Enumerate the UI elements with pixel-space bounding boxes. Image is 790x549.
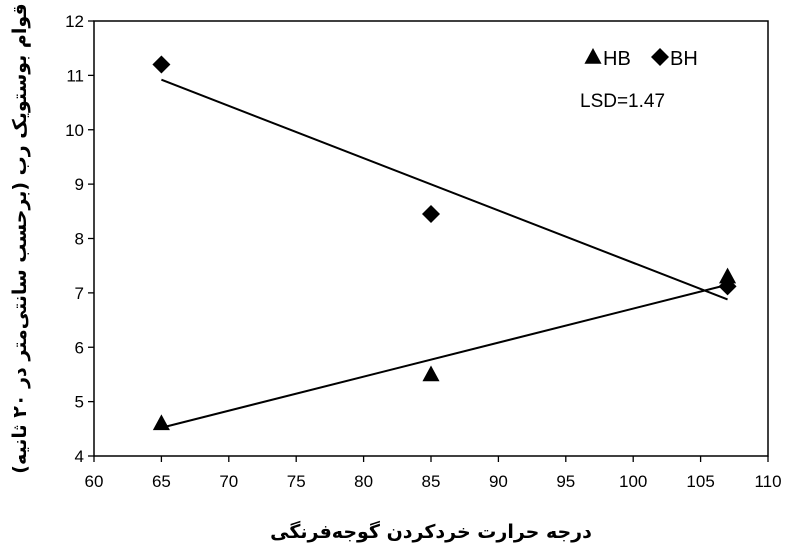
plot-area-frame bbox=[93, 20, 769, 457]
x-tick-label: 80 bbox=[354, 472, 373, 491]
trendlines bbox=[161, 78, 728, 429]
x-tick-label: 70 bbox=[219, 472, 238, 491]
x-axis-ticks: 60 65 70 75 80 85 90 95 100 105 110 bbox=[85, 456, 782, 491]
x-tick-label: 105 bbox=[686, 472, 714, 491]
lsd-annotation: LSD=1.47 bbox=[580, 91, 665, 112]
y-axis-title: قوام بوستویک رب (برحسب سانتی‌متر در ۲۰ ث… bbox=[9, 3, 31, 473]
y-axis-ticks: 4 5 6 7 8 9 10 11 12 bbox=[65, 12, 94, 466]
x-tick-label: 95 bbox=[556, 472, 575, 491]
y-tick-label: 4 bbox=[75, 447, 84, 466]
x-tick-label: 75 bbox=[287, 472, 306, 491]
x-tick-label: 90 bbox=[489, 472, 508, 491]
y-tick-label: 7 bbox=[75, 284, 84, 303]
data-markers bbox=[152, 55, 737, 431]
point-bh-107 bbox=[718, 277, 737, 296]
legend-label-hb: HB bbox=[603, 48, 631, 70]
y-tick-label: 10 bbox=[65, 121, 84, 140]
x-axis-title: درجه حرارت خردکردن گوجه‌فرنگی bbox=[270, 520, 592, 543]
point-hb-65 bbox=[152, 414, 170, 431]
y-tick-label: 5 bbox=[75, 393, 84, 412]
point-bh-85 bbox=[422, 205, 440, 224]
x-tick-label: 85 bbox=[422, 472, 441, 491]
trendline-bh bbox=[161, 78, 728, 301]
x-tick-label: 110 bbox=[754, 472, 781, 491]
legend-label-bh: BH bbox=[670, 48, 698, 70]
trendline-hb bbox=[161, 283, 728, 429]
y-tick-label: 12 bbox=[65, 12, 84, 31]
legend-marker-bh bbox=[651, 48, 669, 66]
x-tick-label: 100 bbox=[619, 472, 647, 491]
y-tick-label: 9 bbox=[75, 175, 84, 194]
x-tick-label: 65 bbox=[152, 472, 171, 491]
y-tick-label: 11 bbox=[66, 66, 84, 85]
point-bh-65 bbox=[152, 55, 171, 74]
point-hb-107 bbox=[719, 267, 737, 284]
annotations: LSD=1.47 bbox=[580, 91, 665, 112]
y-tick-label: 8 bbox=[75, 230, 84, 249]
point-hb-85 bbox=[422, 365, 440, 382]
y-tick-label: 6 bbox=[75, 338, 84, 357]
legend: HB BH bbox=[584, 48, 698, 70]
legend-marker-hb bbox=[584, 48, 602, 64]
x-tick-label: 60 bbox=[85, 472, 104, 491]
